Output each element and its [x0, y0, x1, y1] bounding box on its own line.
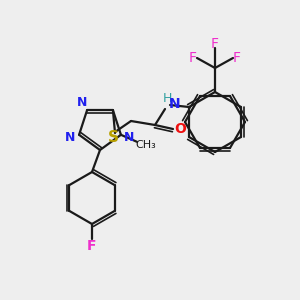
Text: F: F	[233, 51, 241, 65]
Text: F: F	[87, 239, 97, 253]
Text: H: H	[162, 92, 172, 104]
Text: F: F	[189, 51, 197, 65]
Text: N: N	[65, 131, 76, 144]
Text: O: O	[174, 122, 186, 136]
Text: CH₃: CH₃	[136, 140, 156, 150]
Text: N: N	[76, 96, 87, 110]
Text: F: F	[211, 37, 219, 51]
Text: N: N	[124, 131, 135, 144]
Text: S: S	[107, 130, 118, 145]
Text: N: N	[169, 97, 181, 111]
